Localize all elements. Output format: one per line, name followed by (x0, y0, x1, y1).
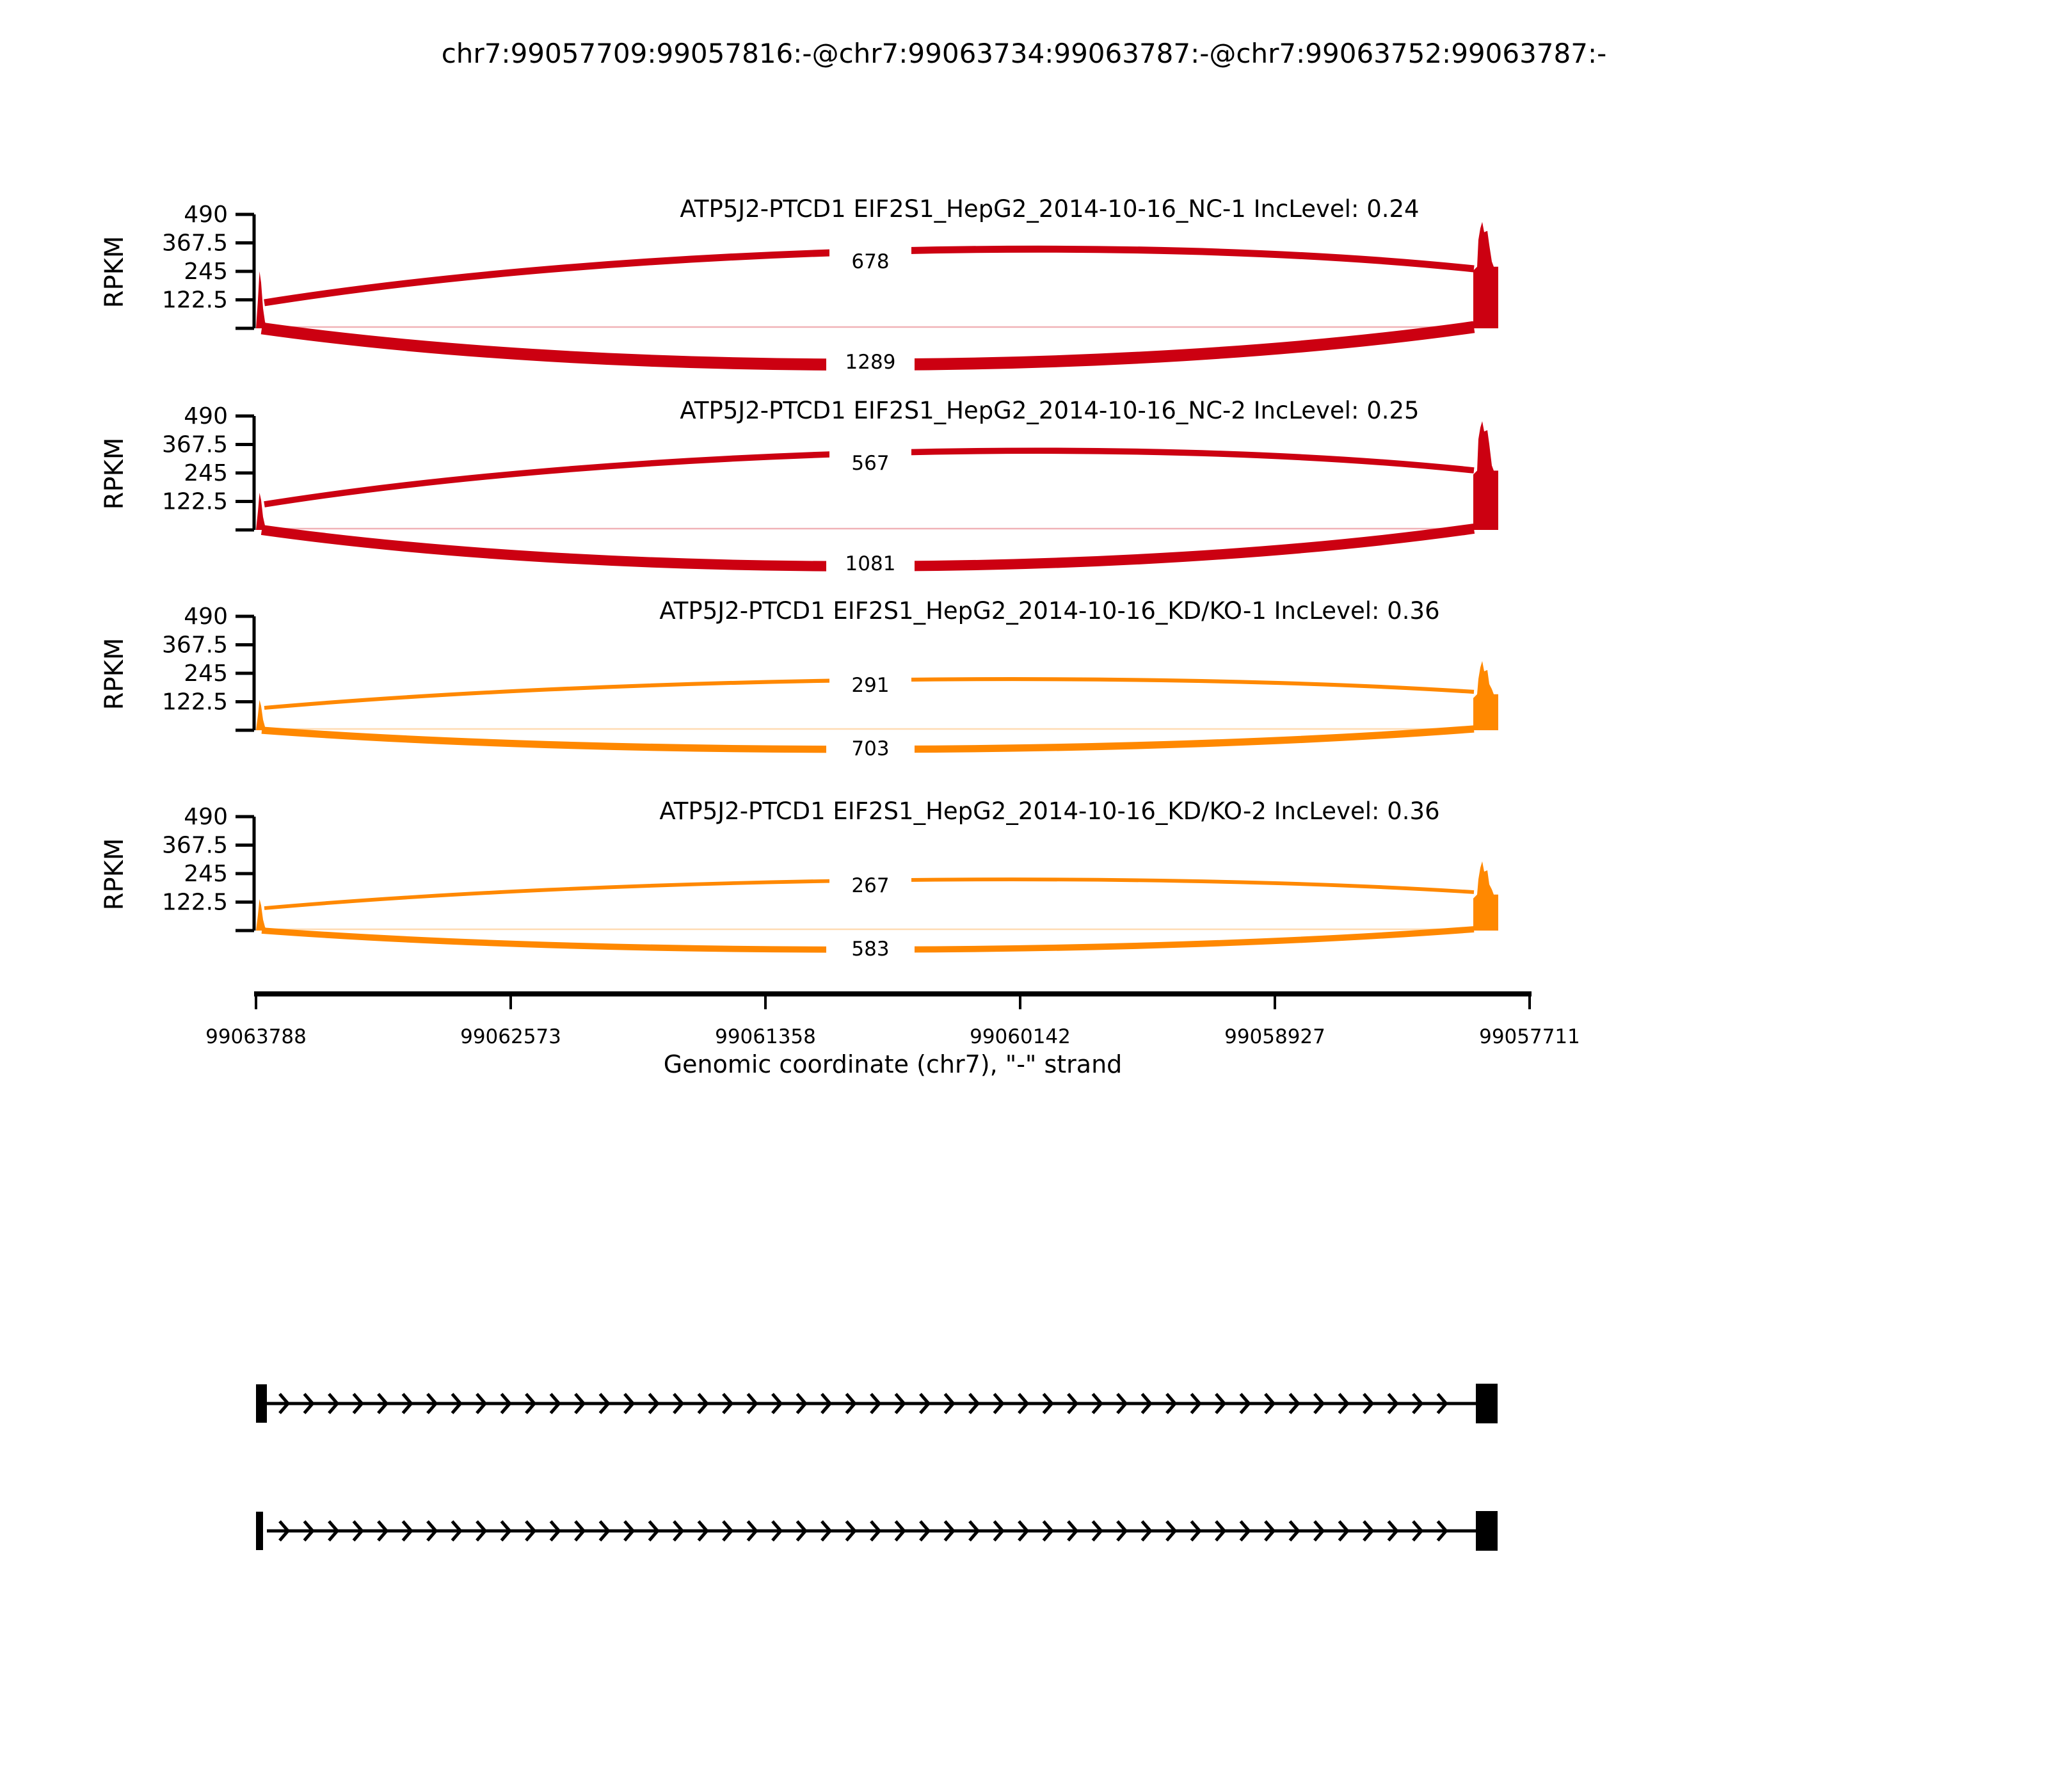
right-exon-coverage (1473, 221, 1498, 328)
y-axis-title: RPKM (100, 638, 129, 710)
x-tick-label: 99057711 (1479, 1025, 1580, 1048)
y-axis-title: RPKM (100, 438, 129, 510)
lower-count-gap (826, 347, 915, 376)
y-axis-title: RPKM (100, 236, 129, 308)
right-exon-coverage (1473, 421, 1498, 530)
lower-junction-count: 583 (851, 938, 889, 961)
track-title: ATP5J2-PTCD1 EIF2S1_HepG2_2014-10-16_NC-… (680, 397, 1419, 424)
y-tick-label: 122.5 (162, 890, 228, 916)
left-exon-block (256, 1512, 263, 1550)
y-tick-label: 490 (184, 403, 228, 429)
y-tick-label: 245 (184, 861, 228, 887)
left-exon-coverage (256, 271, 267, 328)
lower-count-gap (826, 934, 915, 963)
lower-count-gap (826, 733, 915, 763)
x-tick-label: 99062573 (460, 1025, 561, 1048)
transcript-structures (256, 1384, 1498, 1551)
y-tick-label: 367.5 (162, 432, 228, 458)
y-tick-label: 245 (184, 660, 228, 687)
upper-junction-count: 267 (851, 874, 889, 897)
y-tick-label: 367.5 (162, 833, 228, 859)
strand-arrowheads (278, 1520, 1448, 1542)
y-tick-label: 367.5 (162, 230, 228, 257)
upper-count-gap (829, 246, 911, 276)
y-tick-label: 490 (184, 804, 228, 830)
y-tick-label: 490 (184, 604, 228, 630)
left-exon-coverage (256, 492, 267, 530)
track-title: ATP5J2-PTCD1 EIF2S1_HepG2_2014-10-16_KD/… (659, 797, 1439, 825)
lower-junction-count: 1289 (845, 351, 896, 374)
x-tick-label: 99060142 (970, 1025, 1071, 1048)
left-exon-block (256, 1384, 267, 1423)
y-tick-label: 122.5 (162, 489, 228, 515)
y-tick-label: 122.5 (162, 689, 228, 716)
x-tick-label: 99063788 (205, 1025, 307, 1048)
y-tick-label: 490 (184, 202, 228, 228)
upper-junction-count: 567 (851, 452, 889, 475)
track-title: ATP5J2-PTCD1 EIF2S1_HepG2_2014-10-16_NC-… (680, 195, 1419, 223)
upper-junction-count: 291 (851, 674, 889, 697)
right-exon-coverage (1473, 660, 1498, 730)
upper-count-gap (829, 870, 911, 900)
right-exon-coverage (1473, 861, 1498, 931)
right-exon-block (1476, 1511, 1498, 1551)
lower-junction-count: 1081 (845, 552, 896, 575)
strand-arrowheads (278, 1393, 1448, 1414)
figure-title: chr7:99057709:99057816:-@chr7:99063734:9… (442, 38, 1607, 69)
upper-count-gap (829, 670, 911, 700)
track-title: ATP5J2-PTCD1 EIF2S1_HepG2_2014-10-16_KD/… (659, 597, 1439, 625)
lower-junction-count: 703 (851, 737, 889, 760)
transcript-isoform-long-alt-exon (256, 1384, 1498, 1423)
y-tick-label: 245 (184, 259, 228, 285)
y-tick-label: 367.5 (162, 632, 228, 659)
left-exon-coverage (256, 899, 267, 931)
right-exon-block (1476, 1384, 1498, 1423)
y-tick-label: 122.5 (162, 287, 228, 314)
y-tick-label: 245 (184, 460, 228, 486)
upper-count-gap (829, 448, 911, 477)
upper-junction-count: 678 (851, 250, 889, 273)
x-axis-label: Genomic coordinate (chr7), "-" strand (664, 1050, 1123, 1078)
left-exon-coverage (256, 700, 267, 730)
x-axis: 99063788 99062573 99061358 99060142 99058927… (205, 991, 1580, 1048)
x-tick-label: 99061358 (715, 1025, 816, 1048)
x-tick-label: 99058927 (1224, 1025, 1325, 1048)
y-axis-title: RPKM (100, 838, 129, 911)
transcript-isoform-short-alt-exon (256, 1511, 1498, 1551)
lower-count-gap (826, 548, 915, 578)
